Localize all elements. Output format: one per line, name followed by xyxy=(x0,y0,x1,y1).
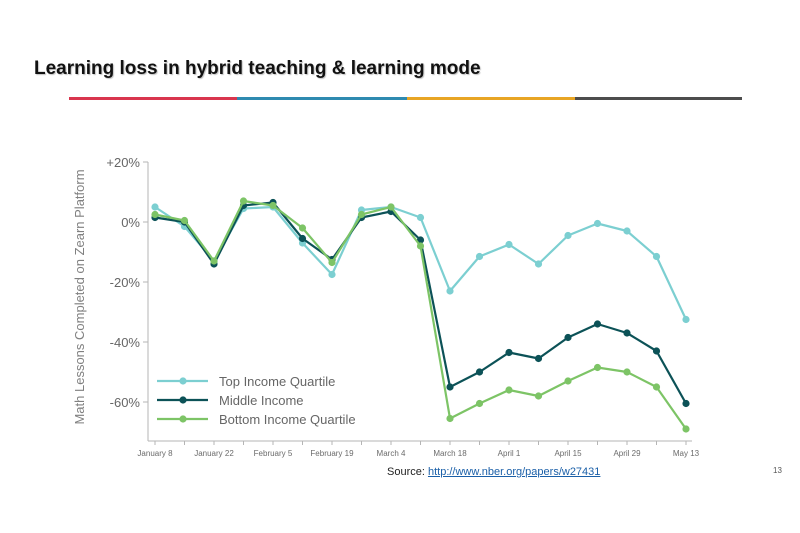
data-point xyxy=(652,252,661,261)
source-prefix: Source: xyxy=(387,466,428,478)
legend-label: Top Income Quartile xyxy=(219,374,335,389)
legend-swatch-point xyxy=(179,396,187,404)
legend-item: Middle Income xyxy=(157,393,304,408)
data-point xyxy=(623,329,631,337)
data-point xyxy=(682,399,690,408)
data-point xyxy=(151,210,159,219)
page-number: 13 xyxy=(773,466,782,475)
data-point xyxy=(387,203,395,211)
data-point xyxy=(210,257,218,265)
x-tick-label: February 19 xyxy=(310,449,354,458)
slide-title: Learning loss in hybrid teaching & learn… xyxy=(34,58,481,79)
legend-swatch-point xyxy=(179,377,187,385)
data-point xyxy=(446,287,454,295)
x-tick-label: March 4 xyxy=(377,449,406,458)
legend-label: Middle Income xyxy=(219,393,304,408)
data-point xyxy=(298,224,307,232)
chart-axes: +20% 0% -20% -40% -60% January 8 January 22 Feb… xyxy=(106,155,699,458)
y-tick-label: -20% xyxy=(110,275,141,290)
data-point xyxy=(475,368,484,376)
data-point xyxy=(475,399,484,408)
data-point xyxy=(269,201,277,210)
data-point xyxy=(328,270,336,279)
data-point xyxy=(534,260,543,268)
data-point xyxy=(416,213,425,222)
title-rule-orange xyxy=(407,97,575,100)
source-citation: Source: http://www.nber.org/papers/w2743… xyxy=(387,466,600,478)
x-tick-label: May 13 xyxy=(673,449,700,458)
data-point xyxy=(682,425,690,433)
data-point xyxy=(623,227,631,235)
data-point xyxy=(505,386,513,394)
data-point xyxy=(505,240,513,249)
data-point xyxy=(534,354,543,363)
data-point xyxy=(446,383,454,391)
data-point xyxy=(357,210,366,219)
data-point xyxy=(151,203,159,211)
data-point xyxy=(593,320,602,328)
legend-swatch-point xyxy=(179,415,187,423)
data-point xyxy=(298,234,307,243)
x-tick-label: April 29 xyxy=(613,449,641,458)
x-tick-label: March 18 xyxy=(433,449,467,458)
y-tick-label: -40% xyxy=(110,335,141,350)
x-tick-label: January 8 xyxy=(137,449,173,458)
series-bottom-income-quartile xyxy=(151,197,690,433)
data-point xyxy=(239,197,248,205)
data-point xyxy=(564,333,572,342)
data-point xyxy=(446,414,454,423)
y-tick-label: -60% xyxy=(110,395,141,410)
y-tick-label: +20% xyxy=(106,155,140,170)
x-tick-label: April 1 xyxy=(498,449,521,458)
legend: Top Income Quartile Middle Income Bottom I… xyxy=(157,374,356,427)
title-rule-blue xyxy=(237,97,407,100)
data-point xyxy=(593,219,602,228)
data-point xyxy=(682,315,690,324)
x-tick-label: April 15 xyxy=(554,449,582,458)
data-point xyxy=(652,383,661,391)
title-rule-gray xyxy=(575,97,742,100)
y-tick-label: 0% xyxy=(121,215,140,230)
series-layer xyxy=(151,197,690,433)
y-axis-label: Math Lessons Completed on Zearn Platform xyxy=(72,169,87,424)
data-point xyxy=(505,348,513,357)
x-tick-label: January 22 xyxy=(194,449,234,458)
data-point xyxy=(534,392,543,400)
data-point xyxy=(564,231,572,240)
data-point xyxy=(564,377,572,385)
data-point xyxy=(593,363,602,372)
legend-item: Top Income Quartile xyxy=(157,374,335,389)
data-point xyxy=(180,216,189,225)
data-point xyxy=(652,347,661,355)
legend-item: Bottom Income Quartile xyxy=(157,412,356,427)
series-top-income-quartile xyxy=(151,203,690,324)
data-point xyxy=(328,258,336,267)
data-point xyxy=(623,368,631,376)
x-tick-label: February 5 xyxy=(254,449,293,458)
source-link[interactable]: http://www.nber.org/papers/w27431 xyxy=(427,466,601,478)
data-point xyxy=(416,242,425,250)
legend-label: Bottom Income Quartile xyxy=(219,412,356,427)
title-rule-red xyxy=(69,97,237,100)
data-point xyxy=(475,252,484,261)
